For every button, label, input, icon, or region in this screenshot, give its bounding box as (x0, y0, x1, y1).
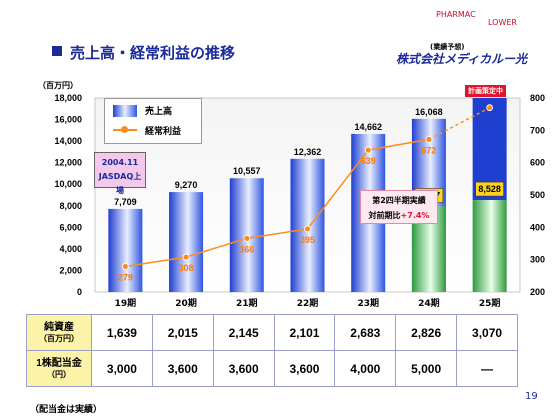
x-tick-label: 24期 (418, 297, 440, 309)
table-cell: 3,600 (273, 350, 336, 387)
left-tick-label: 8,000 (59, 201, 82, 211)
profit-point (243, 234, 251, 242)
table-row: 純資産 （百万円） 1,639 2,015 2,145 2,101 2,683 2… (26, 314, 518, 351)
sales-bar (169, 192, 204, 292)
profit-value-label: 395 (300, 235, 315, 245)
sales-value-label: 12,362 (294, 147, 322, 157)
logo-text-top: PHARMAC (436, 10, 476, 19)
left-tick-label: 12,000 (54, 158, 82, 168)
table-cell: 3,600 (212, 350, 275, 387)
page-number: 19 (525, 391, 538, 402)
row-head-unit: （百万円） (39, 333, 79, 343)
sales-value-label: 10,557 (233, 166, 261, 176)
company-logo: 株式会社メディカルー光 (396, 52, 528, 66)
table-cell: 2,826 (395, 314, 458, 351)
jasdaq-annotation: 2004.11 JASDAQ上場 (94, 152, 146, 195)
sales-value-label: 9,270 (175, 180, 198, 190)
left-axis-unit: （百万円） (38, 80, 78, 90)
legend-sales-label: 売上高 (145, 107, 173, 117)
profit-point (182, 253, 190, 261)
financial-table: 純資産 （百万円） 1,639 2,015 2,145 2,101 2,683 2… (26, 314, 518, 387)
left-tick-label: 18,000 (54, 93, 82, 103)
right-tick-label: 200 (530, 287, 545, 297)
legend-profit-label: 経常利益 (145, 127, 182, 137)
table-cell: 5,000 (395, 350, 458, 387)
table-row: 1株配当金 （円） 3,000 3,600 3,600 3,600 4,000 5… (26, 350, 518, 387)
plan-label: 計画策定中 (465, 85, 506, 97)
jasdaq-label: JASDAQ上場 (98, 172, 142, 195)
x-tick-label: 25期 (479, 297, 501, 309)
table-cell: 3,600 (151, 350, 214, 387)
forecast-note: (業績予想) (430, 43, 465, 51)
x-tick-label: 23期 (357, 297, 379, 309)
growth-value: +7.4% (400, 211, 430, 220)
right-tick-label: 700 (530, 125, 545, 135)
row-head-label: 純資産 (44, 321, 74, 333)
table-cell: 3,070 (456, 314, 518, 351)
right-tick-label: 500 (530, 190, 545, 200)
left-tick-label: 0 (77, 287, 82, 297)
jasdaq-date: 2004.11 (101, 158, 139, 167)
legend-line-dot (121, 126, 128, 133)
half-year-growth: 対前期比+7.4% (361, 208, 437, 223)
x-tick-label: 20期 (175, 297, 197, 309)
row-head: 1株配当金 （円） (26, 350, 92, 387)
table-cell: 2,015 (151, 314, 214, 351)
profit-point (425, 135, 433, 143)
x-tick-label: 21期 (236, 297, 258, 309)
title-bullet (52, 46, 62, 56)
sales-bar (108, 208, 143, 292)
sales-value-label: 14,662 (354, 122, 382, 132)
profit-point (304, 225, 311, 233)
x-tick-label: 22期 (297, 297, 319, 309)
left-tick-label: 6,000 (59, 222, 82, 232)
logo-text-top2: LOWER (488, 18, 517, 27)
left-tick-label: 14,000 (54, 136, 82, 146)
left-tick-label: 4,000 (59, 244, 82, 254)
profit-point (486, 104, 494, 112)
row-head-label: 1株配当金 (36, 357, 82, 369)
profit-value-label: 279 (118, 272, 133, 282)
legend-bar-swatch (113, 105, 137, 117)
growth-label: 対前期比 (368, 211, 401, 220)
x-tick-label: 19期 (115, 297, 137, 309)
profit-point (364, 146, 372, 154)
profit-value-label: 308 (179, 263, 194, 273)
table-cell: 4,000 (334, 350, 397, 387)
left-tick-label: 16,000 (54, 115, 82, 125)
profit-line (125, 138, 430, 268)
table-cell: 1,639 (91, 314, 153, 351)
legend: 売上高 経常利益 (104, 98, 202, 144)
page-title: 売上高・経常利益の推移 (70, 44, 236, 62)
half-year-box: 第2四半期実績 対前期比+7.4% (360, 190, 438, 224)
right-tick-label: 600 (530, 158, 545, 168)
right-tick-label: 400 (530, 222, 545, 232)
profit-point (121, 263, 129, 270)
right-tick-label: 300 (530, 255, 545, 265)
table-cell: 3,000 (91, 350, 153, 387)
table-cell: 2,683 (334, 314, 397, 351)
table-cell: ― (456, 350, 518, 387)
half-year-bar-25 (472, 200, 507, 292)
profit-value-label: 672 (421, 145, 436, 155)
sales-value-label: 16,068 (415, 107, 443, 117)
half-year-title: 第2四半期実績 (372, 196, 426, 205)
left-tick-label: 10,000 (54, 179, 82, 189)
table-cell: 2,145 (212, 314, 275, 351)
profit-value-label: 639 (361, 156, 376, 166)
row-head: 純資産 （百万円） (26, 314, 92, 351)
half-year-badge-25 (475, 181, 504, 197)
sales-bar (290, 158, 325, 292)
right-tick-label: 800 (530, 93, 545, 103)
profit-value-label: 366 (239, 244, 254, 254)
left-tick-label: 2,000 (59, 265, 82, 275)
half-year-value-25: 8,528 (478, 184, 501, 194)
table-cell: 2,101 (273, 314, 336, 351)
footnote: （配当金は実績） (30, 405, 103, 415)
row-head-unit: （円） (47, 369, 71, 379)
sales-value-label: 7,709 (114, 197, 137, 207)
